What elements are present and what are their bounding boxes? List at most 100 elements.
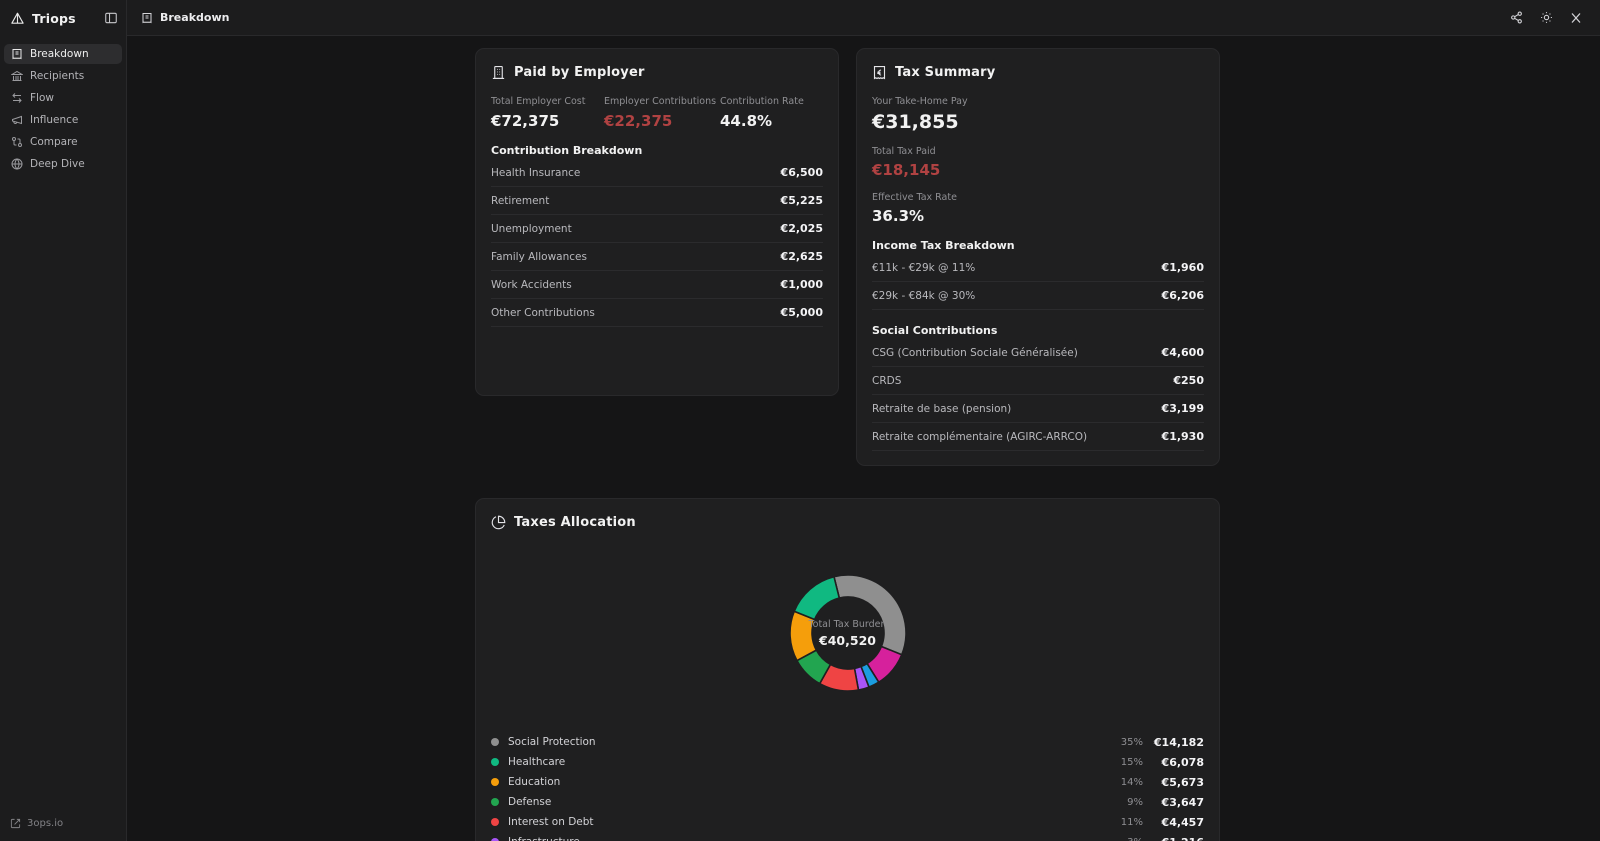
main-content: Paid by Employer Total Employer Cost €72… xyxy=(127,36,1600,841)
share-icon[interactable] xyxy=(1510,11,1523,24)
sidebar-item-label: Breakdown xyxy=(30,48,89,60)
legend-row[interactable]: Interest on Debt 11% €4,457 xyxy=(491,812,1204,832)
legend-row[interactable]: Infrastructure3% €1,216 xyxy=(491,832,1204,841)
row-label: Retraite complémentaire (AGIRC-ARRCO) xyxy=(872,430,1088,443)
row-value: €6,500 xyxy=(780,166,823,179)
legend-percent: 11% xyxy=(1120,816,1143,828)
legend-label: Social Protection xyxy=(508,736,596,748)
donut-segment-healthcare[interactable] xyxy=(792,575,840,621)
legend-value: €5,673 xyxy=(1161,775,1204,789)
sidebar-item-label: Compare xyxy=(30,136,78,148)
sidebar-item-recipients[interactable]: Recipients xyxy=(4,66,122,86)
card-title: Tax Summary xyxy=(895,65,996,80)
row-label: €11k - €29k @ 11% xyxy=(872,261,976,274)
legend-color-dot xyxy=(491,818,499,826)
legend-value: €6,078 xyxy=(1161,755,1204,769)
social-contributions-title: Social Contributions xyxy=(872,324,998,337)
building-icon xyxy=(491,65,506,80)
breakdown-row: Other Contributions €5,000 xyxy=(491,299,823,327)
card-title: Paid by Employer xyxy=(514,65,645,80)
donut-chart[interactable]: Total Tax Burden €40,520 xyxy=(773,558,923,708)
row-label: Retraite de base (pension) xyxy=(872,402,1012,415)
legend-value: €3,647 xyxy=(1161,795,1204,809)
legend-value: €4,457 xyxy=(1161,815,1204,829)
income-tax-breakdown-title: Income Tax Breakdown xyxy=(872,239,1015,252)
legend-row[interactable]: Defense 9% €3,647 xyxy=(491,792,1204,812)
breakdown-row: €11k - €29k @ 11% €1,960 xyxy=(872,254,1204,282)
sidebar-item-breakdown[interactable]: Breakdown xyxy=(4,44,122,64)
stat-take-home-pay: Your Take-Home Pay €31,855 xyxy=(872,96,968,133)
row-label: Family Allowances xyxy=(491,250,587,263)
bank-icon xyxy=(11,70,23,82)
row-value: €1,930 xyxy=(1161,430,1204,443)
paid-by-employer-card: Paid by Employer Total Employer Cost €72… xyxy=(475,48,839,396)
sidebar-collapse-icon[interactable] xyxy=(104,11,118,25)
theme-sun-icon[interactable] xyxy=(1540,11,1553,24)
donut-svg[interactable] xyxy=(773,558,923,708)
row-value: €250 xyxy=(1173,374,1204,387)
row-value: €1,960 xyxy=(1161,261,1204,274)
breakdown-row: Family Allowances €2,625 xyxy=(491,243,823,271)
contribution-breakdown-list: Health Insurance €6,500 Retirement €5,225 Un… xyxy=(491,159,823,327)
receipt-icon xyxy=(141,12,153,24)
row-label: CSG (Contribution Sociale Généralisée) xyxy=(872,346,1078,359)
topbar: Breakdown xyxy=(127,0,1600,36)
donut-segment-social-protection[interactable] xyxy=(832,574,907,656)
stat-contribution-rate: Contribution Rate 44.8% xyxy=(720,96,804,130)
legend-value: €1,216 xyxy=(1152,836,1204,841)
sidebar-item-deep-dive[interactable]: Deep Dive xyxy=(4,154,122,174)
legend-label: Interest on Debt xyxy=(508,816,594,828)
row-label: Retirement xyxy=(491,194,550,207)
row-value: €2,625 xyxy=(780,250,823,263)
breakdown-row: €29k - €84k @ 30% €6,206 xyxy=(872,282,1204,310)
triops-logo-icon xyxy=(10,11,25,26)
footer-link[interactable]: 3ops.io xyxy=(0,808,126,841)
row-value: €2,025 xyxy=(780,222,823,235)
receipt-icon xyxy=(11,48,23,60)
breakdown-row: Health Insurance €6,500 xyxy=(491,159,823,187)
legend-value: €14,182 xyxy=(1153,735,1204,749)
stat-total-tax-paid: Total Tax Paid €18,145 xyxy=(872,146,941,179)
sidebar-item-label: Recipients xyxy=(30,70,85,82)
sidebar-item-influence[interactable]: Influence xyxy=(4,110,122,130)
breakdown-row: Work Accidents €1,000 xyxy=(491,271,823,299)
social-contributions-list: CSG (Contribution Sociale Généralisée) €4… xyxy=(872,339,1204,451)
breakdown-row: Retraite complémentaire (AGIRC-ARRCO) €1,… xyxy=(872,423,1204,451)
breakdown-row: Unemployment €2,025 xyxy=(491,215,823,243)
row-value: €4,600 xyxy=(1161,346,1204,359)
legend-percent: 3% xyxy=(1113,837,1143,841)
chart-legend: Social Protection 35% €14,182 Healthcare 15%… xyxy=(491,732,1204,841)
row-label: CRDS xyxy=(872,374,902,387)
legend-color-dot xyxy=(491,758,499,766)
row-label: Health Insurance xyxy=(491,166,581,179)
legend-label: Education xyxy=(508,776,561,788)
legend-color-dot xyxy=(491,778,499,786)
legend-percent: 35% xyxy=(1120,736,1143,748)
row-value: €5,000 xyxy=(780,306,823,319)
breakdown-row: CSG (Contribution Sociale Généralisée) €4… xyxy=(872,339,1204,367)
brand-name: Triops xyxy=(32,10,76,26)
legend-row[interactable]: Social Protection 35% €14,182 xyxy=(491,732,1204,752)
legend-row[interactable]: Healthcare 15% €6,078 xyxy=(491,752,1204,772)
x-social-icon[interactable] xyxy=(1570,12,1582,24)
breakdown-row: Retraite de base (pension) €3,199 xyxy=(872,395,1204,423)
megaphone-icon xyxy=(11,114,23,126)
row-value: €1,000 xyxy=(780,278,823,291)
legend-row[interactable]: Education 14% €5,673 xyxy=(491,772,1204,792)
sidebar-item-flow[interactable]: Flow xyxy=(4,88,122,108)
legend-label: Healthcare xyxy=(508,756,566,768)
income-tax-list: €11k - €29k @ 11% €1,960 €29k - €84k @ 30%… xyxy=(872,254,1204,310)
row-label: Unemployment xyxy=(491,222,572,235)
breakdown-row: Retirement €5,225 xyxy=(491,187,823,215)
row-label: Other Contributions xyxy=(491,306,595,319)
tax-summary-card: Tax Summary Your Take-Home Pay €31,855 T… xyxy=(856,48,1220,466)
sidebar-item-compare[interactable]: Compare xyxy=(4,132,122,152)
git-compare-icon xyxy=(11,136,23,148)
row-value: €3,199 xyxy=(1161,402,1204,415)
topbar-actions xyxy=(1510,11,1582,24)
footer-link-label: 3ops.io xyxy=(27,818,64,829)
sidebar-item-label: Deep Dive xyxy=(30,158,85,170)
legend-color-dot xyxy=(491,798,499,806)
legend-color-dot xyxy=(491,838,499,841)
breadcrumb: Breakdown xyxy=(141,11,229,24)
